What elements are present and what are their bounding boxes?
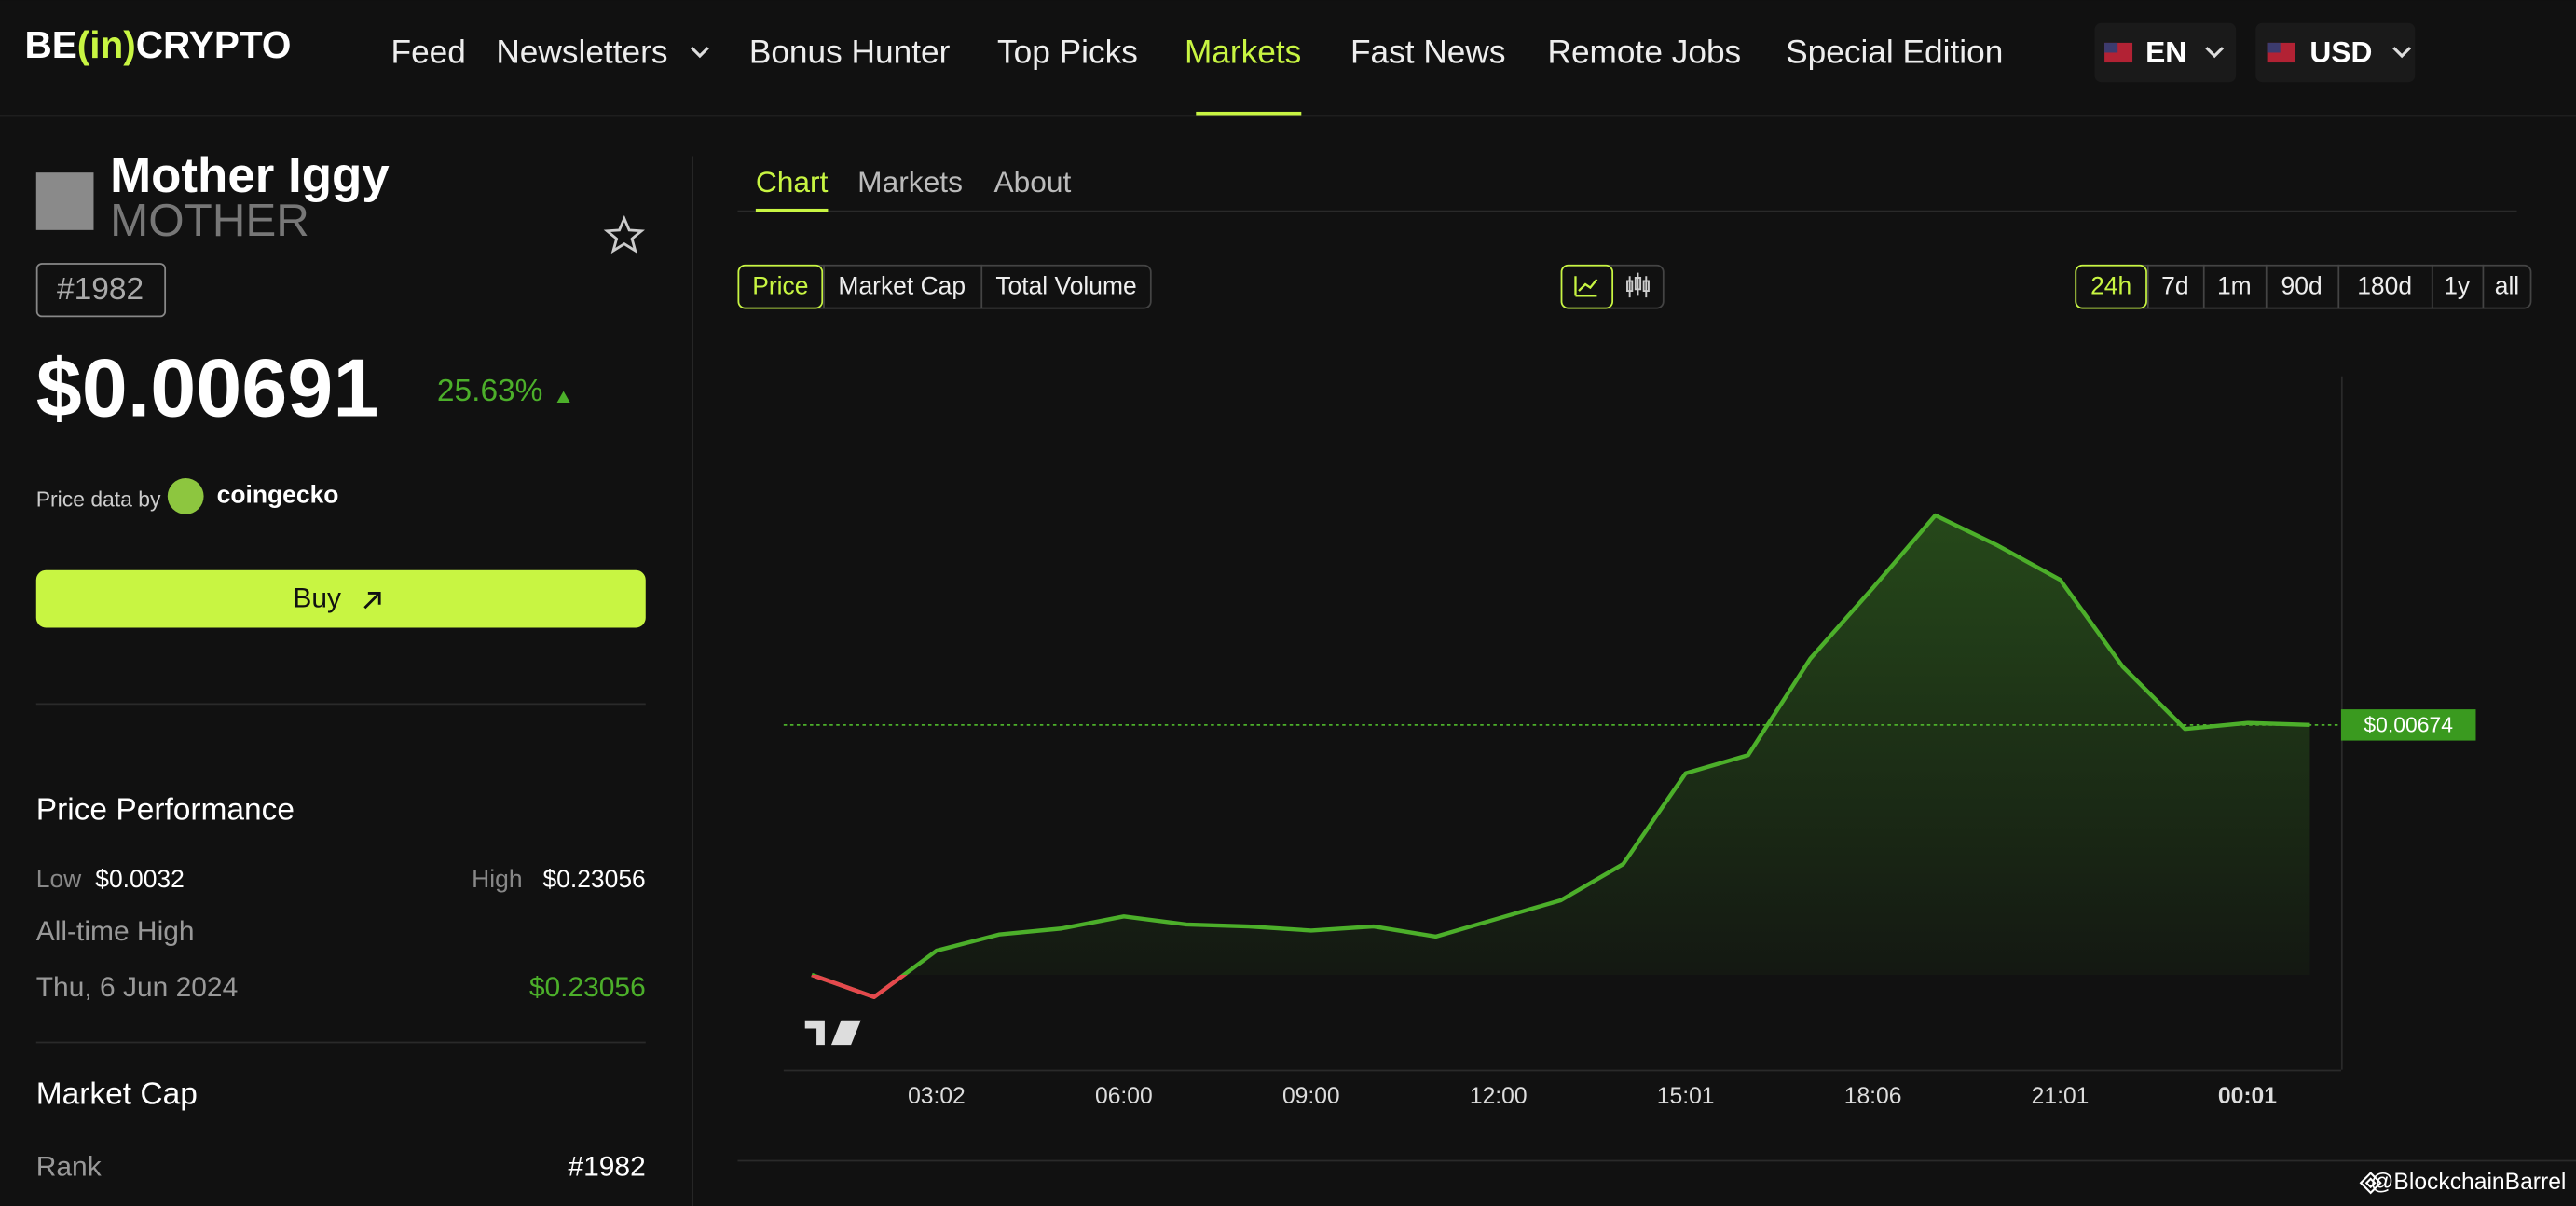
coin-icon	[35, 172, 94, 230]
nav-item[interactable]: Remote Jobs	[1548, 34, 1742, 71]
button-label[interactable]: 1m	[2217, 272, 2252, 300]
rank-label: Rank	[36, 1151, 103, 1182]
tabs: Chart Markets About	[755, 165, 1072, 212]
button-label[interactable]: 1y	[2444, 272, 2471, 300]
button-label[interactable]: all	[2495, 272, 2519, 300]
active-button	[2075, 264, 2147, 309]
line-icon	[1574, 276, 1598, 297]
source-label: Price data by	[36, 487, 161, 512]
x-tick-label: 09:00	[1282, 1084, 1340, 1109]
ath-value: $0.23056	[529, 972, 646, 1003]
rank-value: #1982	[568, 1151, 645, 1182]
price-change: 25.63%	[437, 374, 543, 408]
nav-item[interactable]: Bonus Hunter	[749, 34, 951, 71]
coin-name: Mother Iggy	[110, 148, 390, 203]
rank-badge-box	[35, 263, 167, 318]
line-style-button[interactable]	[1560, 264, 1614, 309]
logo-part: (in)	[77, 23, 136, 66]
nav-item[interactable]: Feed	[391, 34, 466, 71]
arrow-icon	[363, 592, 381, 610]
nav-item[interactable]: Markets	[1185, 34, 1301, 71]
x-tick-label: 06:00	[1095, 1084, 1153, 1109]
buy-button[interactable]	[35, 569, 646, 628]
button-label[interactable]: 7d	[2161, 272, 2188, 300]
tab[interactable]: Chart	[756, 165, 829, 199]
nav-item[interactable]: Newsletters	[496, 34, 667, 71]
section-title: Price Performance	[36, 793, 295, 828]
currency-select[interactable]	[2255, 22, 2416, 83]
lang-select[interactable]	[2094, 22, 2237, 83]
x-tick-label: 18:06	[1844, 1084, 1902, 1109]
rank-badge: #1982	[57, 272, 144, 307]
section-title: Market Cap	[36, 1077, 198, 1112]
range-buttons: 24h 7d 1m 90d 180d 1y all	[2075, 264, 2532, 309]
source-logo	[167, 478, 204, 514]
metric-buttons: Price Market Cap Total Volume	[737, 264, 1152, 309]
language: EN	[2145, 35, 2186, 69]
x-tick-label: 12:00	[1470, 1084, 1528, 1109]
watermark: @BlockchainBarrel	[2370, 1170, 2566, 1195]
currency: USD	[2309, 35, 2372, 69]
tab[interactable]: Markets	[857, 165, 963, 199]
nav-item[interactable]: Fast News	[1350, 34, 1506, 71]
x-tick-label: 15:01	[1657, 1084, 1715, 1109]
low-label: Low	[36, 865, 82, 893]
tradingview-logo	[804, 1020, 861, 1046]
price: $0.00691	[36, 341, 379, 433]
watermark-icon	[2359, 1172, 2382, 1195]
tab[interactable]: About	[993, 165, 1071, 199]
logo-part: CRYPTO	[136, 23, 292, 66]
up-arrow	[556, 391, 570, 403]
low-value: $0.0032	[95, 865, 185, 893]
active-button	[737, 264, 824, 309]
high-label: High	[472, 865, 522, 893]
high-value: $0.23056	[542, 865, 645, 893]
logo[interactable]: BE(in)CRYPTO	[24, 23, 291, 66]
flag	[2104, 42, 2118, 53]
logo-part: BE	[24, 23, 76, 66]
button-label[interactable]: Total Volume	[995, 272, 1136, 300]
button-label[interactable]: 90d	[2281, 272, 2323, 300]
x-tick-label: 00:01	[2218, 1084, 2277, 1109]
flag	[2267, 42, 2281, 53]
price-line	[811, 513, 2310, 999]
ath-date: Thu, 6 Jun 2024	[36, 972, 238, 1003]
nav-item[interactable]: Top Picks	[997, 34, 1138, 71]
button-label[interactable]: Market Cap	[838, 272, 966, 300]
chevron	[2392, 47, 2412, 59]
nav-item[interactable]: Special Edition	[1786, 34, 2003, 71]
favorite[interactable]	[603, 214, 645, 254]
last-price-label: $0.00674	[2364, 713, 2453, 737]
chevron	[2205, 47, 2225, 59]
button-label[interactable]: Price	[752, 272, 808, 300]
x-tick-label: 21:01	[2032, 1084, 2090, 1109]
button-label[interactable]: 180d	[2357, 272, 2412, 300]
last-price-box	[2340, 709, 2476, 741]
chart: 03:02 06:00 09:00 12:00 15:01 18:06 21:01 00:01…	[783, 376, 2476, 1109]
area	[811, 514, 2310, 975]
chevron	[690, 47, 709, 59]
buy-label: Buy	[293, 582, 341, 613]
coin-symbol: MOTHER	[110, 195, 309, 246]
ath-label: All-time High	[36, 916, 195, 947]
nav-underline	[1196, 111, 1302, 116]
source: coingecko	[217, 480, 339, 508]
candle-style-button[interactable]	[1626, 272, 1650, 298]
nav: Feed Newsletters Bonus Hunter Top Picks Mark…	[391, 34, 2003, 116]
x-tick-label: 03:02	[908, 1084, 966, 1109]
button-label[interactable]: 24h	[2090, 272, 2131, 300]
tab-underline	[755, 208, 829, 212]
